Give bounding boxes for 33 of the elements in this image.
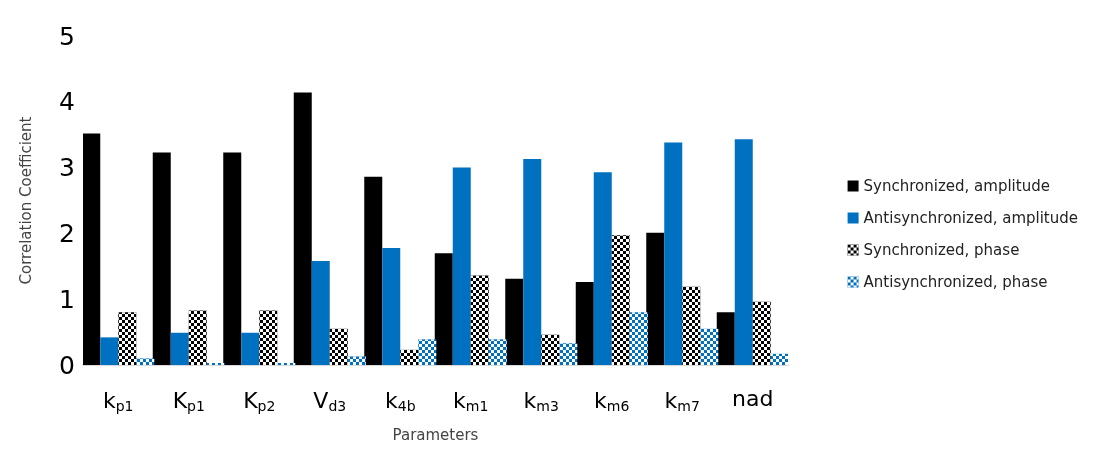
- bar: [434, 253, 453, 365]
- bar: [452, 167, 471, 365]
- bar: [364, 176, 383, 365]
- bar: [505, 278, 524, 365]
- x-tick-label: nad: [732, 385, 774, 411]
- legend-label: Antisynchronized, phase: [863, 273, 1048, 291]
- bar: [575, 282, 594, 365]
- y-tick-label: 2: [59, 218, 75, 248]
- legend-label: Antisynchronized, amplitude: [863, 209, 1079, 227]
- bar: [593, 172, 612, 365]
- y-tick-label: 4: [59, 87, 75, 117]
- y-axis-title: Correlation Coefficient: [16, 116, 35, 285]
- bar: [152, 152, 171, 365]
- bar: [382, 247, 401, 365]
- bar: [293, 92, 312, 365]
- bar: [664, 142, 683, 365]
- y-tick-label: 0: [59, 350, 75, 380]
- bar: [223, 152, 242, 365]
- bar: [523, 159, 542, 365]
- bar: [100, 337, 119, 365]
- bar: [646, 232, 665, 365]
- x-axis-title: Parameters: [392, 425, 479, 444]
- bar: [311, 261, 330, 365]
- y-tick-label: 3: [59, 153, 75, 183]
- bar: [83, 133, 101, 365]
- y-tick-label: 5: [59, 21, 75, 51]
- legend-label: Synchronized, amplitude: [863, 177, 1050, 195]
- y-tick-label: 1: [59, 284, 75, 314]
- bar: [716, 312, 735, 365]
- bar: [241, 332, 260, 365]
- bar: [734, 139, 753, 365]
- bar: [170, 332, 189, 365]
- legend-label: Synchronized, phase: [863, 241, 1020, 259]
